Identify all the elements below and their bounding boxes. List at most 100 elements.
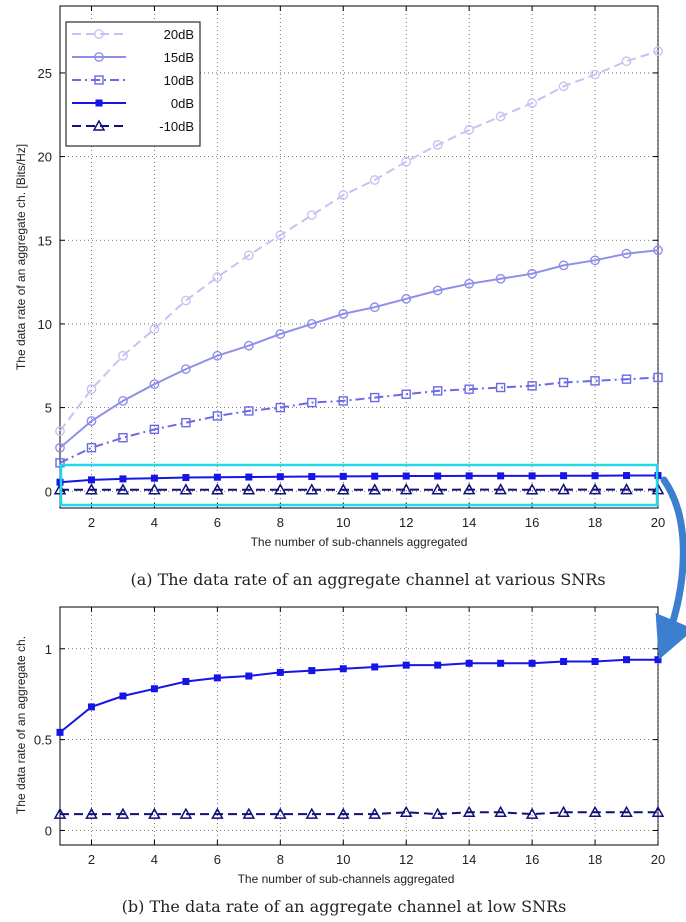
chart-a-series-0db-point <box>245 473 253 481</box>
chart-a-series-20db-point <box>527 98 538 108</box>
chart-a-series-15db-point <box>653 245 663 256</box>
chart-b-series-sm10-point <box>462 805 476 818</box>
chart-a-series-10db-point <box>179 483 193 495</box>
chart-a-series-15db-point <box>527 268 538 279</box>
chart-b-series-sm10-point <box>148 807 161 819</box>
chart-a-series-0db-point <box>497 472 505 480</box>
chart-a-series-10db-point <box>558 377 569 388</box>
chart-b-series-sm10-point <box>525 807 539 819</box>
chart-a-series-10db-point <box>86 443 97 453</box>
chart-b-series-s0-point <box>276 668 284 676</box>
chart-a-series-10db-point <box>242 483 256 495</box>
chart-a-series-0db-point <box>402 472 410 480</box>
chart-b-ytick-label: 1 <box>45 642 52 657</box>
chart-b-xlabel: The number of sub-channels aggregated <box>238 872 455 886</box>
chart-a-series-10db-point <box>370 392 380 403</box>
chart-b-series-s0-point <box>591 658 599 666</box>
chart-a-series-20db-line <box>59 50 659 432</box>
chart-a-series-10db-point <box>401 389 411 399</box>
chart-a-series-15db-point <box>212 350 223 361</box>
chart-a-series-10db-point <box>148 483 161 495</box>
legend-marker-10db <box>92 119 106 131</box>
chart-b-series <box>53 656 665 819</box>
low-snr-highlight-box <box>59 463 659 507</box>
chart-a-series-15db-point <box>55 442 65 453</box>
chart-a-ytick-label: 15 <box>38 233 52 248</box>
chart-a-series-15db-point <box>149 379 160 390</box>
chart-b-series-sm10-point <box>305 807 319 819</box>
chart-b-ytick-label: 0 <box>45 823 52 838</box>
legend-label-0db: 0dB <box>171 96 194 111</box>
chart-b-series-s0-point <box>465 659 473 667</box>
chart-a-series-10db-point <box>244 406 254 416</box>
chart-b-series-s0-point <box>654 656 662 664</box>
chart-a-series-20db-point <box>338 190 349 200</box>
chart-b-ticks: 2 4 6 8 10 12 14 16 18 20 0 0.5 1 <box>34 607 665 867</box>
chart-a-xtick-label: 10 <box>336 515 350 530</box>
chart-a-series-15db-point <box>401 293 412 304</box>
chart-a-series-0db-point <box>371 472 379 480</box>
chart-a-series-10db-point <box>495 382 506 393</box>
chart-b-ylabel: The data rate of an aggregate ch. <box>14 636 28 814</box>
chart-a-series-20db-point <box>118 350 128 361</box>
chart-b-series-sm10-point <box>368 807 382 819</box>
chart-b-xtick-label: 6 <box>214 852 221 867</box>
chart-a-series-10db-point <box>525 483 539 495</box>
legend-marker-0db <box>95 99 103 107</box>
chart-a-series-15db-point <box>118 396 128 406</box>
chart-a-ylabel: The data rate of an aggregate ch. [Bits/… <box>14 144 28 370</box>
chart-a-series-10db-point <box>588 483 602 495</box>
chart-a-series-10db-point <box>399 483 413 495</box>
chart-a-series-15db-point <box>432 285 443 296</box>
chart-a-xtick-label: 20 <box>651 515 665 530</box>
chart-a-series-15db-point <box>243 340 254 351</box>
chart-b-series-s0-point <box>119 692 127 700</box>
chart-a-series-20db-point <box>86 384 97 395</box>
chart-b-series-s0-point <box>87 703 95 711</box>
chart-a-series-10db-point <box>336 483 350 495</box>
chart-a-series-20db-point <box>464 124 475 135</box>
chart-b-series-s0-point <box>339 665 347 673</box>
chart-a-series-10db-point <box>557 483 570 495</box>
legend-items: 20dB 15dB 10dB 0dB -10dB <box>72 27 194 134</box>
chart-a-series-15db-point <box>590 255 600 266</box>
chart-a-series-15db-point <box>369 302 380 313</box>
chart-b-series-sm10-point <box>620 805 633 818</box>
legend-marker-15db <box>94 52 104 62</box>
chart-b-series-sm10-point <box>179 807 193 819</box>
chart-a-xtick-label: 8 <box>277 515 284 530</box>
chart-a-series-0db-point <box>150 474 158 482</box>
chart-a-ytick-label: 10 <box>38 317 52 332</box>
chart-a-series-10db-point <box>274 483 287 495</box>
chart-a-series-10db-point <box>368 483 382 495</box>
chart-a-series-20db-point <box>243 250 254 261</box>
chart-a-series-10db-point <box>149 424 160 435</box>
chart-b-series-s0-point <box>150 685 158 693</box>
chart-b-series-s0-point <box>497 659 505 667</box>
chart-a-series-0db-point <box>213 473 221 481</box>
chart-a-series-10db-point <box>307 397 317 408</box>
chart-a-ticks: 2 4 6 8 10 12 14 16 18 20 0 5 10 15 20 25 <box>38 6 665 530</box>
chart-b-series-sm10-point <box>651 805 665 818</box>
chart-b-xtick-label: 14 <box>462 852 476 867</box>
chart-a-series-10db-line <box>59 376 659 464</box>
chart-a-series-15db-point <box>180 364 191 375</box>
chart-a-series-10db-point <box>211 483 224 495</box>
chart-a-series-15db-point <box>306 319 317 329</box>
chart-a-series-15db-point <box>495 273 506 284</box>
chart-a-series-0db-point <box>119 475 127 483</box>
chart-a-ytick-label: 0 <box>45 484 52 499</box>
chart-a-series-20db-point <box>653 46 663 57</box>
chart-b-xtick-label: 16 <box>525 852 539 867</box>
chart-a-xtick-label: 2 <box>88 515 95 530</box>
chart-a-series-15db-point <box>86 416 97 426</box>
chart-b-series-s0-point <box>528 659 536 667</box>
chart-b: 2 4 6 8 10 12 14 16 18 20 0 0.5 1 The number of sub-… <box>14 606 665 886</box>
chart-a-xtick-label: 4 <box>151 515 158 530</box>
chart-a-series-20db-point <box>590 69 600 80</box>
chart-a-series-15db-point <box>621 248 632 259</box>
chart-a-series-15db-line <box>59 249 659 449</box>
chart-b-series-s0-point <box>623 656 631 664</box>
chart-a-series-0db-point <box>560 472 568 480</box>
